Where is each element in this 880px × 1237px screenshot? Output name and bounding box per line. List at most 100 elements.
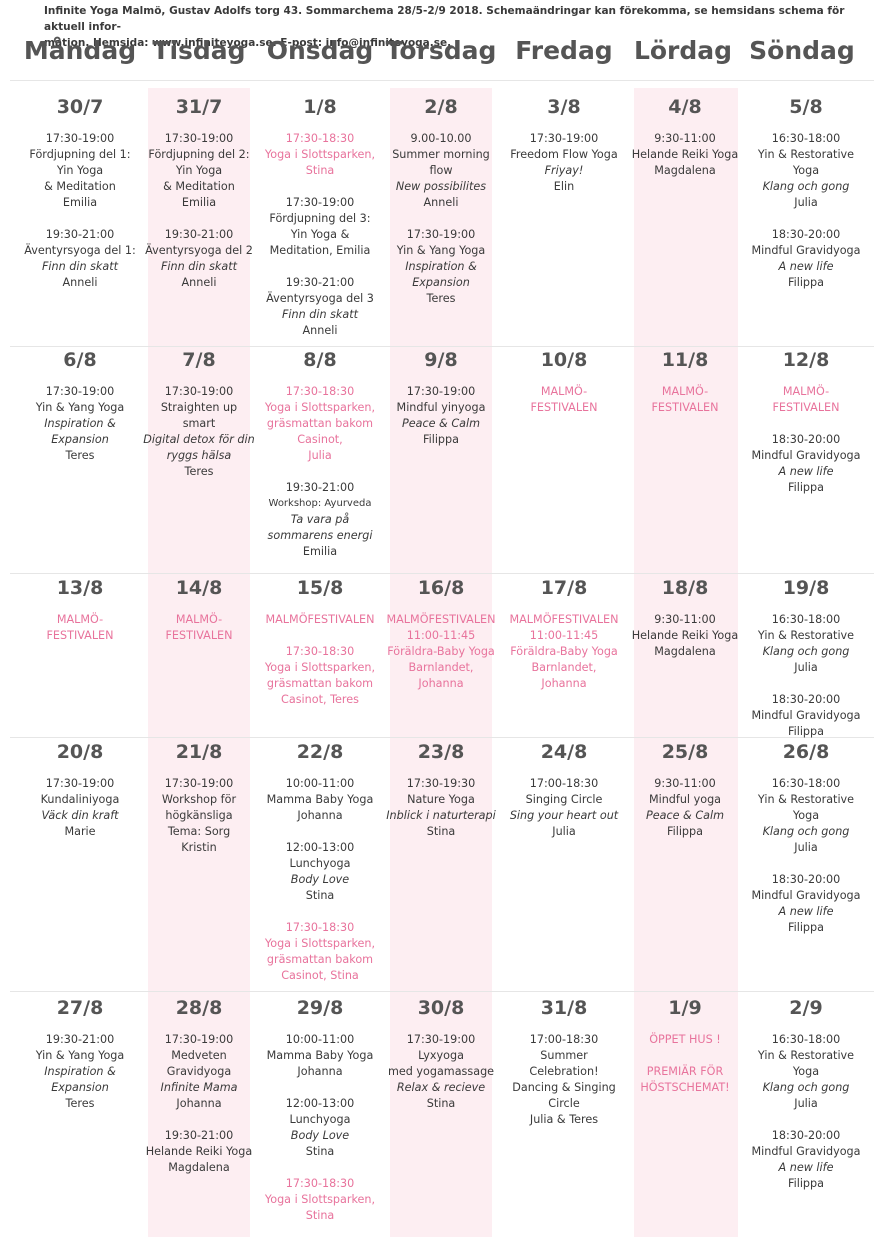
date-label: 30/8 — [417, 997, 465, 1019]
class-entry: 19:30-21:00 Helande Reiki Yoga Magdalena — [139, 1128, 259, 1176]
class-line: MALMÖFESTIVALEN — [386, 613, 496, 626]
class-line: Helande Reiki Yoga — [145, 1145, 253, 1158]
class-line: 17:30-18:30 — [285, 921, 355, 934]
class-line: Anneli — [423, 196, 459, 209]
day-cell: 22/8 10:00-11:00 Mamma Baby Yoga Johanna 12:… — [260, 737, 380, 984]
day-cell: 21/8 17:30-19:00 Workshop för högkänsliga Te… — [139, 737, 259, 856]
class-entry: 18:30-20:00 Mindful Gravidyoga A new life F… — [746, 1128, 866, 1192]
class-entry: PREMIÄR FÖR HÖSTSCHEMAT! — [625, 1064, 745, 1096]
class-line: Inspiration & — [405, 260, 477, 273]
class-line: 18:30-20:00 — [771, 228, 841, 241]
class-line: Summer — [540, 1049, 588, 1062]
class-line: & Meditation — [44, 180, 116, 193]
day-cell: 20/8 17:30-19:00 Kundaliniyoga Väck din kra… — [20, 737, 140, 840]
class-entry: 18:30-20:00 Mindful Gravidyoga A new life F… — [746, 227, 866, 291]
class-line: 11:00-11:45 — [406, 629, 476, 642]
class-line: Emilia — [62, 196, 98, 209]
class-entry: 17:30-19:00 Lyxyoga med yogamassage Relax &… — [381, 1032, 501, 1112]
class-line: med yogamassage — [387, 1065, 495, 1078]
class-entry: MALMÖ- FESTIVALEN — [139, 612, 259, 644]
date-label: 24/8 — [540, 741, 588, 763]
class-line: Finn din skatt — [160, 260, 238, 273]
class-line: Mindful yinyoga — [396, 401, 486, 414]
class-line: Teres — [426, 292, 456, 305]
date-label: 1/9 — [668, 997, 702, 1019]
class-line: Stina — [305, 164, 335, 177]
header-line-2: mation. Hemsida: www.infiniteyoga.se. E-… — [44, 37, 452, 49]
class-line: Casinot, Stina — [281, 969, 359, 982]
class-line: gräsmattan bakom — [266, 953, 374, 966]
class-line: 12:00-13:00 — [285, 841, 355, 854]
class-entry: 17:30-18:30 Yoga i Slottsparken, gräsmatta… — [260, 644, 380, 708]
class-line: A new life — [778, 1161, 834, 1174]
class-line: 16:30-18:00 — [771, 613, 841, 626]
class-line: Yin & Yang Yoga — [35, 1049, 125, 1062]
class-line: Stina — [305, 889, 335, 902]
band-torsdag — [390, 88, 492, 1237]
date-label: 25/8 — [661, 741, 709, 763]
day-cell: 15/8 MALMÖFESTIVALEN 17:30-18:30 Yoga i Slo… — [260, 573, 380, 708]
date-label: 1/8 — [303, 96, 337, 118]
class-line: Julia — [552, 825, 576, 838]
header-line-1: Infinite Yoga Malmö, Gustav Adolfs torg … — [44, 5, 845, 33]
class-line: 17:30-18:30 — [285, 132, 355, 145]
day-cell: 31/7 17:30-19:00 Fördjupning del 2: Yin Yog… — [139, 92, 259, 291]
class-line: 19:30-21:00 — [45, 228, 115, 241]
date-label: 20/8 — [56, 741, 104, 763]
class-line: Kristin — [181, 841, 217, 854]
class-entry: 17:30-18:30 Yoga i Slottsparken, Stina — [260, 131, 380, 179]
date-label: 4/8 — [668, 96, 702, 118]
class-line: PREMIÄR FÖR — [646, 1065, 724, 1078]
class-entry: 17:30-19:00 Yin & Yang Yoga Inspiration & E… — [381, 227, 501, 307]
class-line: Mindful yoga — [648, 793, 722, 806]
week-divider — [10, 991, 874, 992]
class-line: Digital detox för din — [143, 433, 255, 446]
day-cell: 18/8 9:30-11:00 Helande Reiki Yoga Magdalen… — [625, 573, 745, 660]
class-line: Body Love — [290, 873, 350, 886]
class-line: Filippa — [787, 725, 824, 738]
class-entry: 19:30-21:00 Äventyrsyoga del 1: Finn din s… — [20, 227, 140, 291]
class-line: ryggs hälsa — [166, 449, 232, 462]
class-line: 17:30-19:00 — [529, 132, 599, 145]
class-line: Lunchyoga — [289, 1113, 351, 1126]
class-line: Mamma Baby Yoga — [266, 793, 374, 806]
class-line: A new life — [778, 465, 834, 478]
class-line: MALMÖ- — [782, 385, 830, 398]
day-cell: 24/8 17:00-18:30 Singing Circle Sing your h… — [504, 737, 624, 840]
class-line: Body Love — [290, 1129, 350, 1142]
day-name: Torsdag — [385, 36, 497, 65]
date-label: 22/8 — [296, 741, 344, 763]
class-line: Helande Reiki Yoga — [631, 629, 739, 642]
class-entry: 16:30-18:00 Yin & Restorative Yoga Klang oc… — [746, 131, 866, 211]
class-entry: MALMÖ- FESTIVALEN — [625, 384, 745, 416]
class-entry: 17:30-19:00 Fördjupning del 1: Yin Yoga & M… — [20, 131, 140, 211]
class-entry: 17:30-19:00 Mindful yinyoga Peace & Calm Fi… — [381, 384, 501, 448]
class-line: 12:00-13:00 — [285, 1097, 355, 1110]
class-line: Johanna — [297, 1065, 343, 1078]
class-entry: MALMÖ- FESTIVALEN — [746, 384, 866, 416]
class-line: 9:30-11:00 — [654, 613, 716, 626]
class-line: 18:30-20:00 — [771, 1129, 841, 1142]
day-cell: 5/8 16:30-18:00 Yin & Restorative Yoga Klang… — [746, 92, 866, 291]
class-entry: 17:30-18:30 Yoga i Slottsparken, Stina — [260, 1176, 380, 1224]
date-label: 15/8 — [296, 577, 344, 599]
class-line: 17:30-19:00 — [164, 777, 234, 790]
class-line: A new life — [778, 260, 834, 273]
class-line: Peace & Calm — [401, 417, 481, 430]
class-line: 17:30-19:00 — [45, 777, 115, 790]
class-entry: 17:30-19:00 Fördjupning del 3: Yin Yoga & M… — [260, 195, 380, 259]
class-line: MALMÖ- — [540, 385, 588, 398]
class-line: 17:30-18:30 — [285, 645, 355, 658]
week-divider — [10, 737, 874, 738]
class-line: Anneli — [62, 276, 98, 289]
date-label: 17/8 — [540, 577, 588, 599]
class-line: Johanna — [297, 809, 343, 822]
class-entry: MALMÖ- FESTIVALEN — [504, 384, 624, 416]
date-label: 13/8 — [56, 577, 104, 599]
class-line: Väck din kraft — [41, 809, 119, 822]
class-line: Infinite Mama — [160, 1081, 238, 1094]
class-line: Yin & Restorative — [757, 1049, 855, 1062]
date-label: 2/9 — [789, 997, 823, 1019]
class-line: Emilia — [181, 196, 217, 209]
class-line: Filippa — [787, 276, 824, 289]
